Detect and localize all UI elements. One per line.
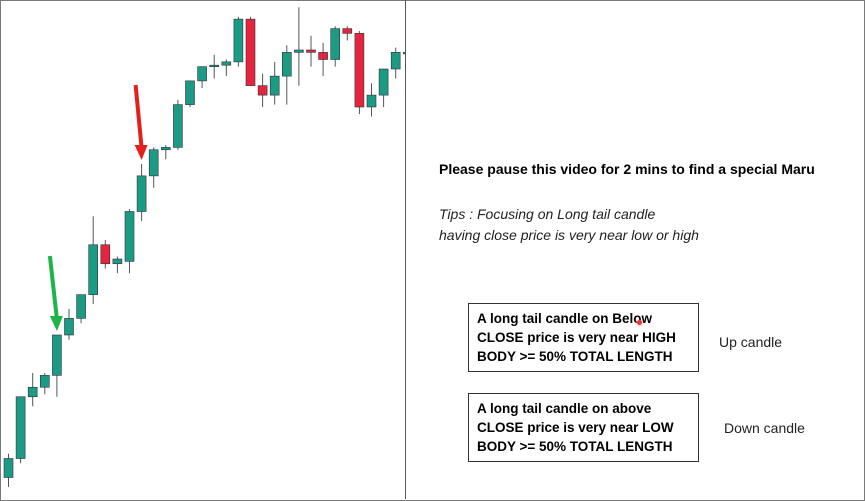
down-candle — [257, 73, 268, 107]
candle-body — [52, 334, 62, 376]
down-candle — [354, 31, 365, 115]
up-candle — [39, 373, 50, 395]
candle-body — [354, 33, 365, 108]
candle-body — [257, 85, 268, 96]
down-candle — [100, 240, 111, 269]
up-candle — [378, 68, 389, 107]
headline: Please pause this video for 2 mins to fi… — [439, 161, 815, 177]
up-candle — [269, 61, 280, 105]
up-candle — [185, 80, 195, 107]
candle-body — [330, 28, 341, 60]
candle-body — [88, 244, 98, 295]
candle-body — [342, 28, 353, 34]
candle-body — [197, 66, 207, 82]
up-candle-label: Up candle — [719, 334, 783, 350]
up-candle — [402, 52, 405, 55]
down-candle — [342, 26, 353, 41]
up-candle — [233, 16, 244, 67]
red-arrow-icon — [133, 84, 148, 160]
candlestick-chart-panel — [0, 0, 406, 499]
candlestick-chart — [3, 7, 405, 487]
down-rule-line-1: A long tail candle on above — [477, 401, 652, 416]
candle-body — [245, 18, 256, 86]
candle-body — [124, 211, 135, 262]
up-candle — [88, 216, 98, 305]
arrow-shaft — [133, 84, 144, 149]
down-candle-rule-box: A long tail candle on above CLOSE price … — [468, 393, 699, 462]
up-candle — [281, 45, 292, 105]
pointer-dot-icon — [637, 320, 642, 325]
candle-body — [402, 52, 405, 55]
explanation-panel: Please pause this video for 2 mins to fi… — [406, 0, 863, 499]
candle-body — [64, 318, 74, 336]
up-candle — [3, 453, 14, 487]
tips-line-1: Tips : Focusing on Long tail candle — [439, 206, 656, 222]
candle-body — [281, 52, 292, 77]
candle-body — [136, 175, 147, 212]
down-rule-line-3: BODY >= 50% TOTAL LENGTH — [477, 439, 673, 454]
up-candle — [27, 373, 38, 407]
candle-body — [3, 458, 14, 478]
up-candle — [390, 47, 401, 79]
up-candle-rule-box: A long tail candle on Below CLOSE price … — [468, 303, 699, 372]
up-candle — [294, 7, 304, 86]
up-candle — [209, 54, 219, 79]
up-rule-line-1: A long tail candle on Below — [477, 311, 653, 326]
down-candle — [318, 42, 328, 77]
candle-body — [27, 386, 38, 398]
up-candle — [76, 294, 86, 324]
up-rule-line-2: CLOSE price is very near HIGH — [477, 330, 676, 345]
up-candle — [197, 66, 207, 88]
candle-body — [294, 49, 304, 53]
candle-body — [39, 375, 50, 388]
up-candle — [148, 147, 159, 188]
candle-body — [15, 396, 26, 459]
up-candle — [173, 99, 183, 150]
arrow-shaft — [47, 255, 59, 320]
up-candle — [136, 164, 147, 221]
up-candle — [64, 308, 74, 340]
up-candle — [330, 26, 341, 67]
candle-body — [148, 149, 159, 177]
up-candle — [15, 396, 26, 464]
candle-body — [378, 68, 389, 96]
down-rule-line-2: CLOSE price is very near LOW — [477, 420, 674, 435]
candle-body — [76, 294, 86, 319]
down-candle — [306, 35, 316, 67]
candle-body — [100, 244, 111, 265]
arrow-head — [49, 316, 63, 331]
candle-body — [161, 147, 171, 151]
down-candle-label: Down candle — [724, 420, 805, 436]
up-candle — [52, 334, 62, 397]
up-rule-line-3: BODY >= 50% TOTAL LENGTH — [477, 349, 673, 364]
candle-body — [112, 258, 123, 265]
up-candle — [161, 145, 171, 160]
green-arrow-icon — [47, 255, 63, 331]
down-candle — [245, 16, 256, 86]
up-candle — [366, 83, 377, 117]
tips-text: Tips : Focusing on Long tail candle havi… — [439, 204, 699, 246]
candle-body — [306, 49, 316, 53]
candle-body — [233, 18, 244, 63]
up-candle — [124, 209, 135, 274]
up-candle — [112, 256, 123, 274]
tips-line-2: having close price is very near low or h… — [439, 227, 699, 243]
candle-body — [269, 75, 280, 96]
up-candle — [221, 59, 232, 77]
candle-body — [318, 52, 328, 60]
candle-body — [185, 80, 195, 105]
candle-body — [366, 94, 377, 108]
candle-body — [390, 52, 401, 70]
arrow-head — [134, 145, 148, 160]
candle-body — [221, 61, 232, 66]
candle-body — [173, 104, 183, 148]
candle-body — [209, 64, 219, 67]
